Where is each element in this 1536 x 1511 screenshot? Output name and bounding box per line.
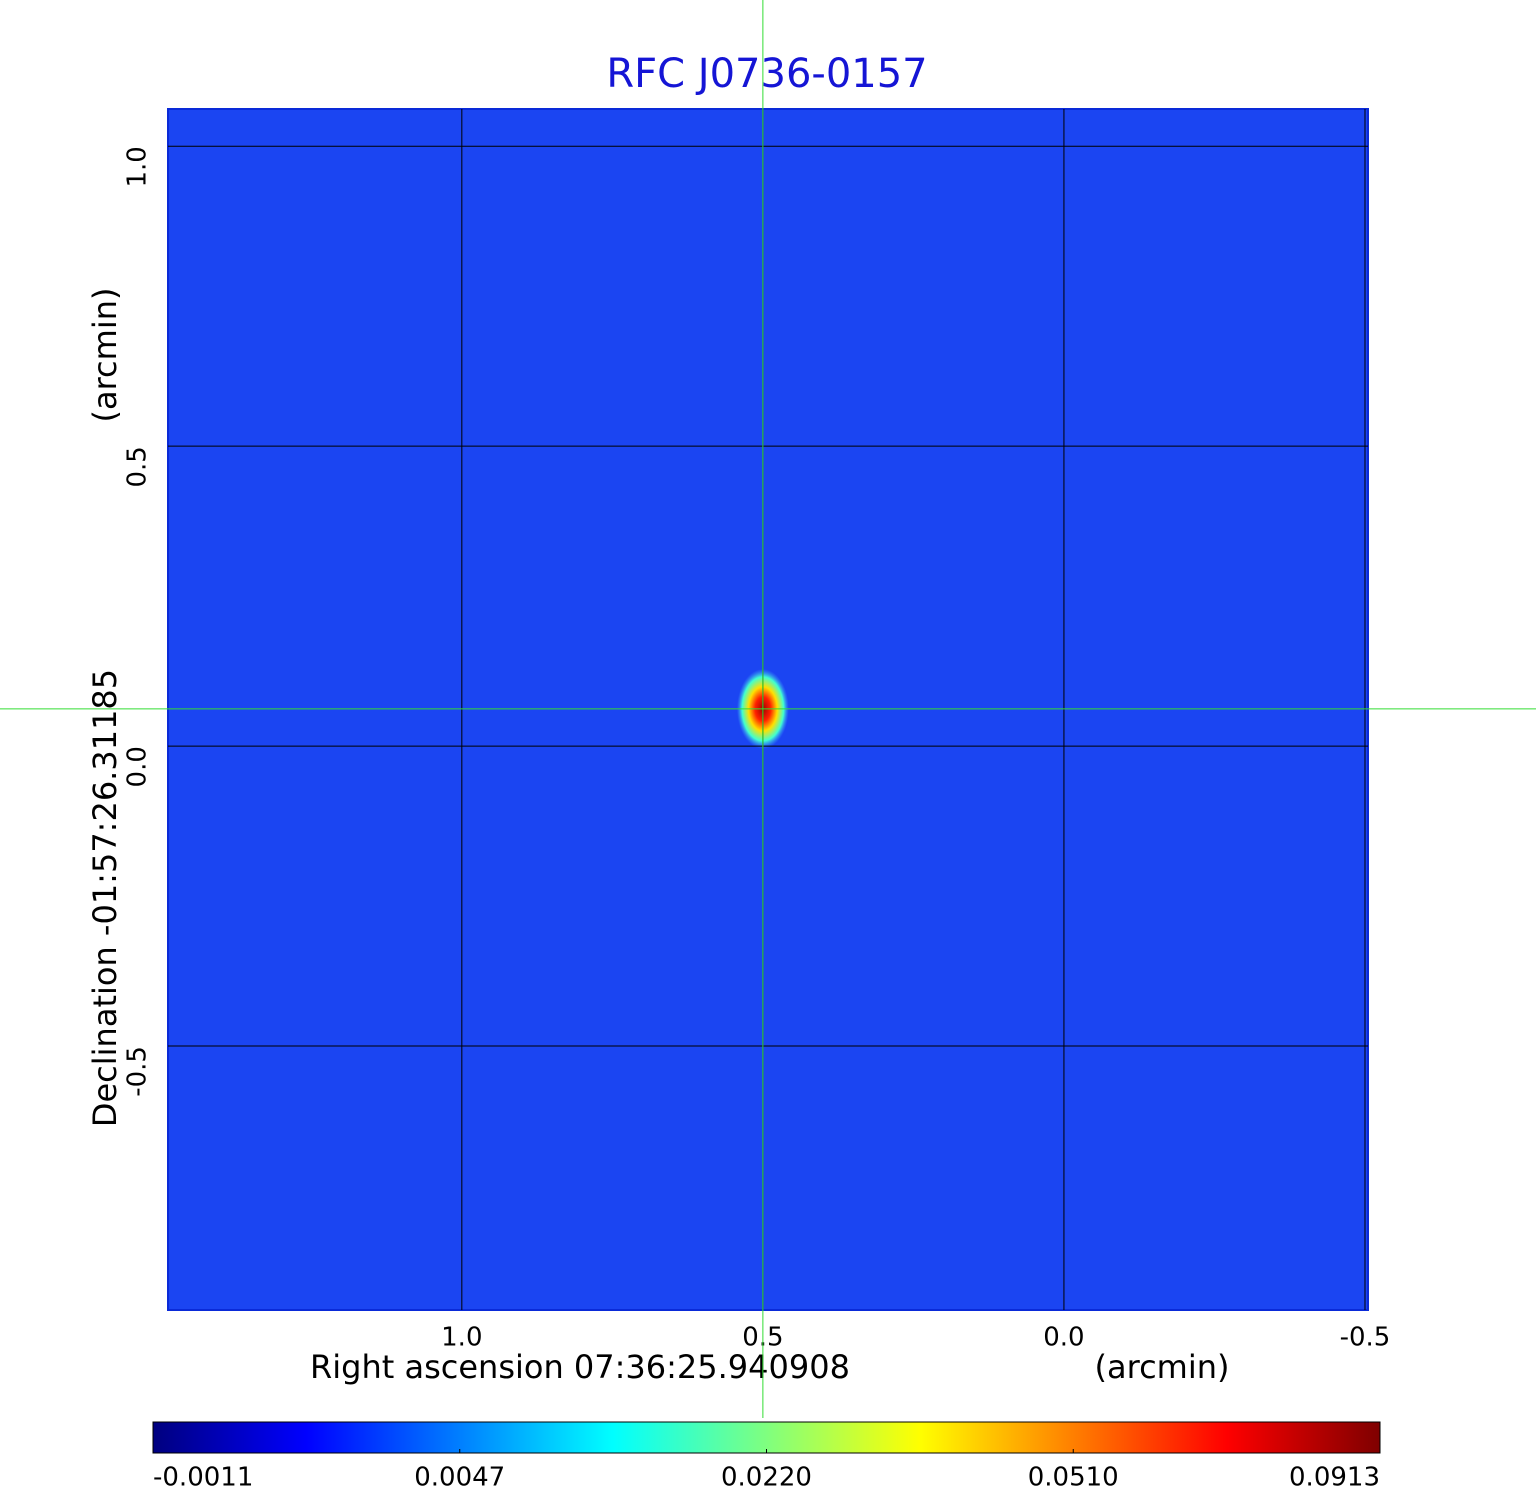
colorbar-tick-label: 0.0220	[721, 1463, 812, 1493]
y-tick-label: 0.5	[123, 446, 153, 487]
x-tick-label: 1.0	[441, 1323, 482, 1353]
colorbar	[152, 1421, 1381, 1454]
colorbar-tick-label: 0.0913	[1289, 1463, 1380, 1493]
colorbar-tick-label: 0.0047	[414, 1463, 505, 1493]
y-tick-label: -0.5	[123, 1046, 153, 1097]
x-axis-label: Right ascension 07:36:25.940908	[310, 1348, 850, 1386]
x-tick-label: -0.5	[1340, 1323, 1391, 1353]
colorbar-tick-label: 0.0510	[1028, 1463, 1119, 1493]
y-tick-label: 0.0	[123, 746, 153, 787]
y-tick-label: 1.0	[123, 146, 153, 187]
y-axis-label: Declination -01:57:26.31185	[86, 669, 124, 1127]
x-tick-label: 0.0	[1043, 1323, 1084, 1353]
x-axis-unit: (arcmin)	[1095, 1348, 1230, 1386]
colorbar-tick-label: -0.0011	[153, 1463, 253, 1493]
y-axis-unit: (arcmin)	[86, 288, 124, 423]
chart-title: RFC J0736-0157	[606, 51, 927, 97]
